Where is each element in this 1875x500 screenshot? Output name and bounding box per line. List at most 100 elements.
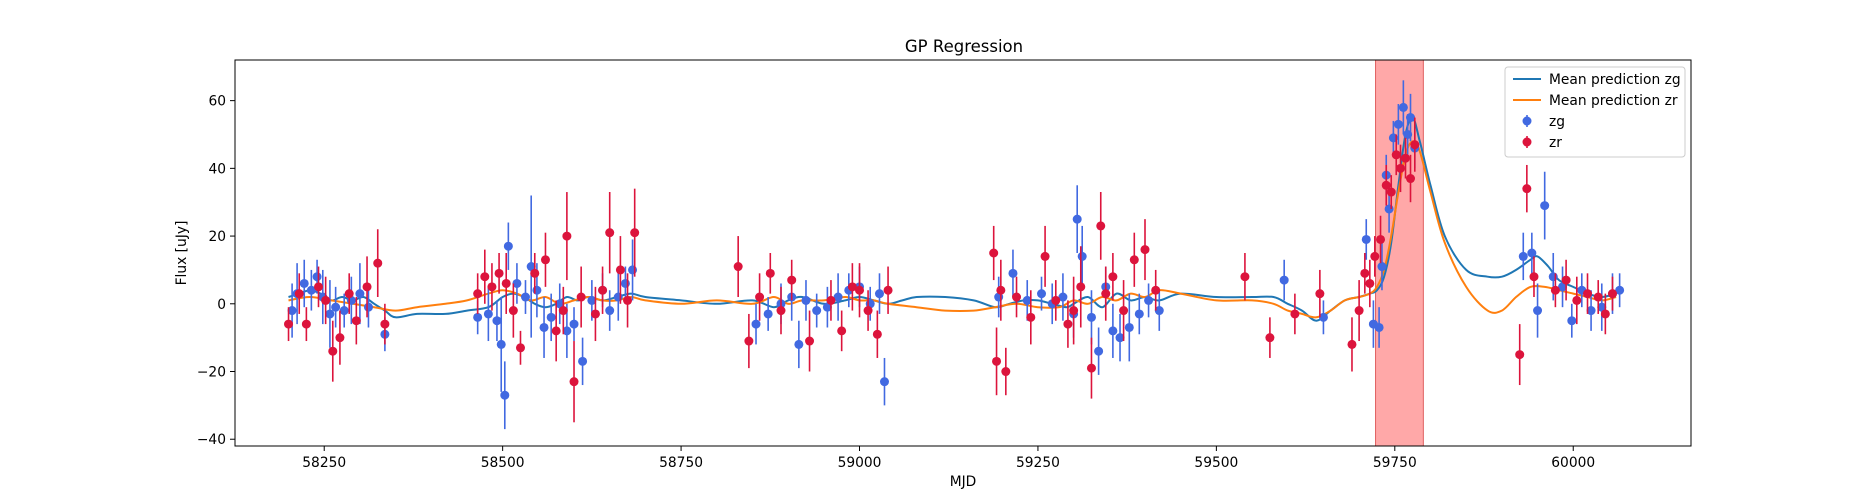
- data-point: [1410, 140, 1420, 150]
- data-point: [483, 309, 493, 319]
- data-point: [1515, 350, 1525, 360]
- y-axis-ticks: −40 −20 0 20 40 60: [197, 94, 235, 448]
- data-point: [473, 312, 483, 322]
- data-point: [1037, 289, 1047, 299]
- data-point: [503, 241, 513, 251]
- data-point: [335, 333, 345, 343]
- mean-line-1: [288, 140, 1617, 319]
- x-tick-label: 59250: [1016, 455, 1060, 471]
- data-point: [1360, 268, 1370, 278]
- data-point: [1529, 272, 1539, 282]
- data-point: [1583, 289, 1593, 299]
- data-point: [1069, 306, 1079, 316]
- data-point: [1063, 319, 1073, 329]
- data-point: [1406, 113, 1416, 123]
- data-point: [301, 319, 311, 329]
- data-point: [1398, 102, 1408, 112]
- data-point: [872, 329, 882, 339]
- x-tick-label: 59500: [1194, 455, 1238, 471]
- data-point: [1129, 255, 1139, 265]
- data-point: [1365, 278, 1375, 288]
- data-point: [331, 302, 341, 312]
- data-point: [1151, 285, 1161, 295]
- data-point: [1144, 295, 1154, 305]
- legend-label: zr: [1549, 135, 1562, 151]
- data-point: [1540, 201, 1550, 211]
- data-point: [1101, 289, 1111, 299]
- data-point: [1040, 251, 1050, 261]
- data-point: [822, 302, 832, 312]
- data-point: [1374, 322, 1384, 332]
- data-point: [1058, 292, 1068, 302]
- x-axis-label: MJD: [950, 474, 977, 490]
- data-point: [855, 285, 865, 295]
- data-point: [1134, 309, 1144, 319]
- data-point: [539, 322, 549, 332]
- y-tick-label: 20: [208, 229, 226, 245]
- data-point: [1086, 363, 1096, 373]
- data-point: [1607, 289, 1617, 299]
- data-point: [1022, 295, 1032, 305]
- data-point: [1012, 292, 1022, 302]
- data-point: [569, 319, 579, 329]
- data-point: [1318, 312, 1328, 322]
- data-point: [1115, 333, 1125, 343]
- data-point: [555, 299, 565, 309]
- data-point: [826, 295, 836, 305]
- data-point: [623, 295, 633, 305]
- legend-marker-swatch: [1522, 116, 1532, 126]
- data-point: [473, 289, 483, 299]
- data-point: [1094, 346, 1104, 356]
- data-point: [1527, 248, 1537, 258]
- data-point: [587, 295, 597, 305]
- x-tick-label: 58250: [302, 455, 346, 471]
- data-point: [879, 377, 889, 387]
- data-point: [613, 292, 623, 302]
- data-point: [883, 285, 893, 295]
- data-point: [733, 262, 743, 272]
- data-point: [776, 306, 786, 316]
- data-point: [615, 265, 625, 275]
- data-point: [512, 278, 522, 288]
- data-point: [1086, 312, 1096, 322]
- data-point: [1119, 306, 1129, 316]
- data-point: [847, 282, 857, 292]
- data-point: [1396, 163, 1406, 173]
- data-point: [989, 248, 999, 258]
- data-point: [765, 268, 775, 278]
- data-point: [500, 390, 510, 400]
- y-tick-label: 60: [208, 94, 226, 110]
- data-point: [1008, 268, 1018, 278]
- data-point: [1001, 367, 1011, 377]
- data-point: [551, 326, 561, 336]
- data-point: [751, 319, 761, 329]
- data-point: [1386, 187, 1396, 197]
- data-point: [1381, 180, 1391, 190]
- y-axis-label: Flux [uJy]: [174, 221, 190, 286]
- legend: Mean prediction zg Mean prediction zr zg zr: [1504, 66, 1686, 158]
- data-point: [294, 289, 304, 299]
- data-point: [1561, 275, 1571, 285]
- data-points-layer: [284, 80, 1625, 430]
- data-point: [1315, 289, 1325, 299]
- data-point: [299, 278, 309, 288]
- data-point: [1265, 333, 1275, 343]
- data-point: [380, 319, 390, 329]
- data-point: [1376, 234, 1386, 244]
- data-point: [355, 289, 365, 299]
- data-point: [744, 336, 754, 346]
- data-point: [787, 275, 797, 285]
- data-point: [1140, 245, 1150, 255]
- data-point: [287, 306, 297, 316]
- y-tick-label: −20: [197, 365, 226, 381]
- data-point: [1533, 306, 1543, 316]
- data-point: [812, 306, 822, 316]
- data-point: [1026, 312, 1036, 322]
- chart-title: GP Regression: [905, 37, 1023, 56]
- x-tick-label: 58750: [659, 455, 703, 471]
- data-point: [1384, 204, 1394, 214]
- data-point: [996, 285, 1006, 295]
- data-point: [763, 309, 773, 319]
- data-point: [487, 282, 497, 292]
- data-point: [1586, 306, 1596, 316]
